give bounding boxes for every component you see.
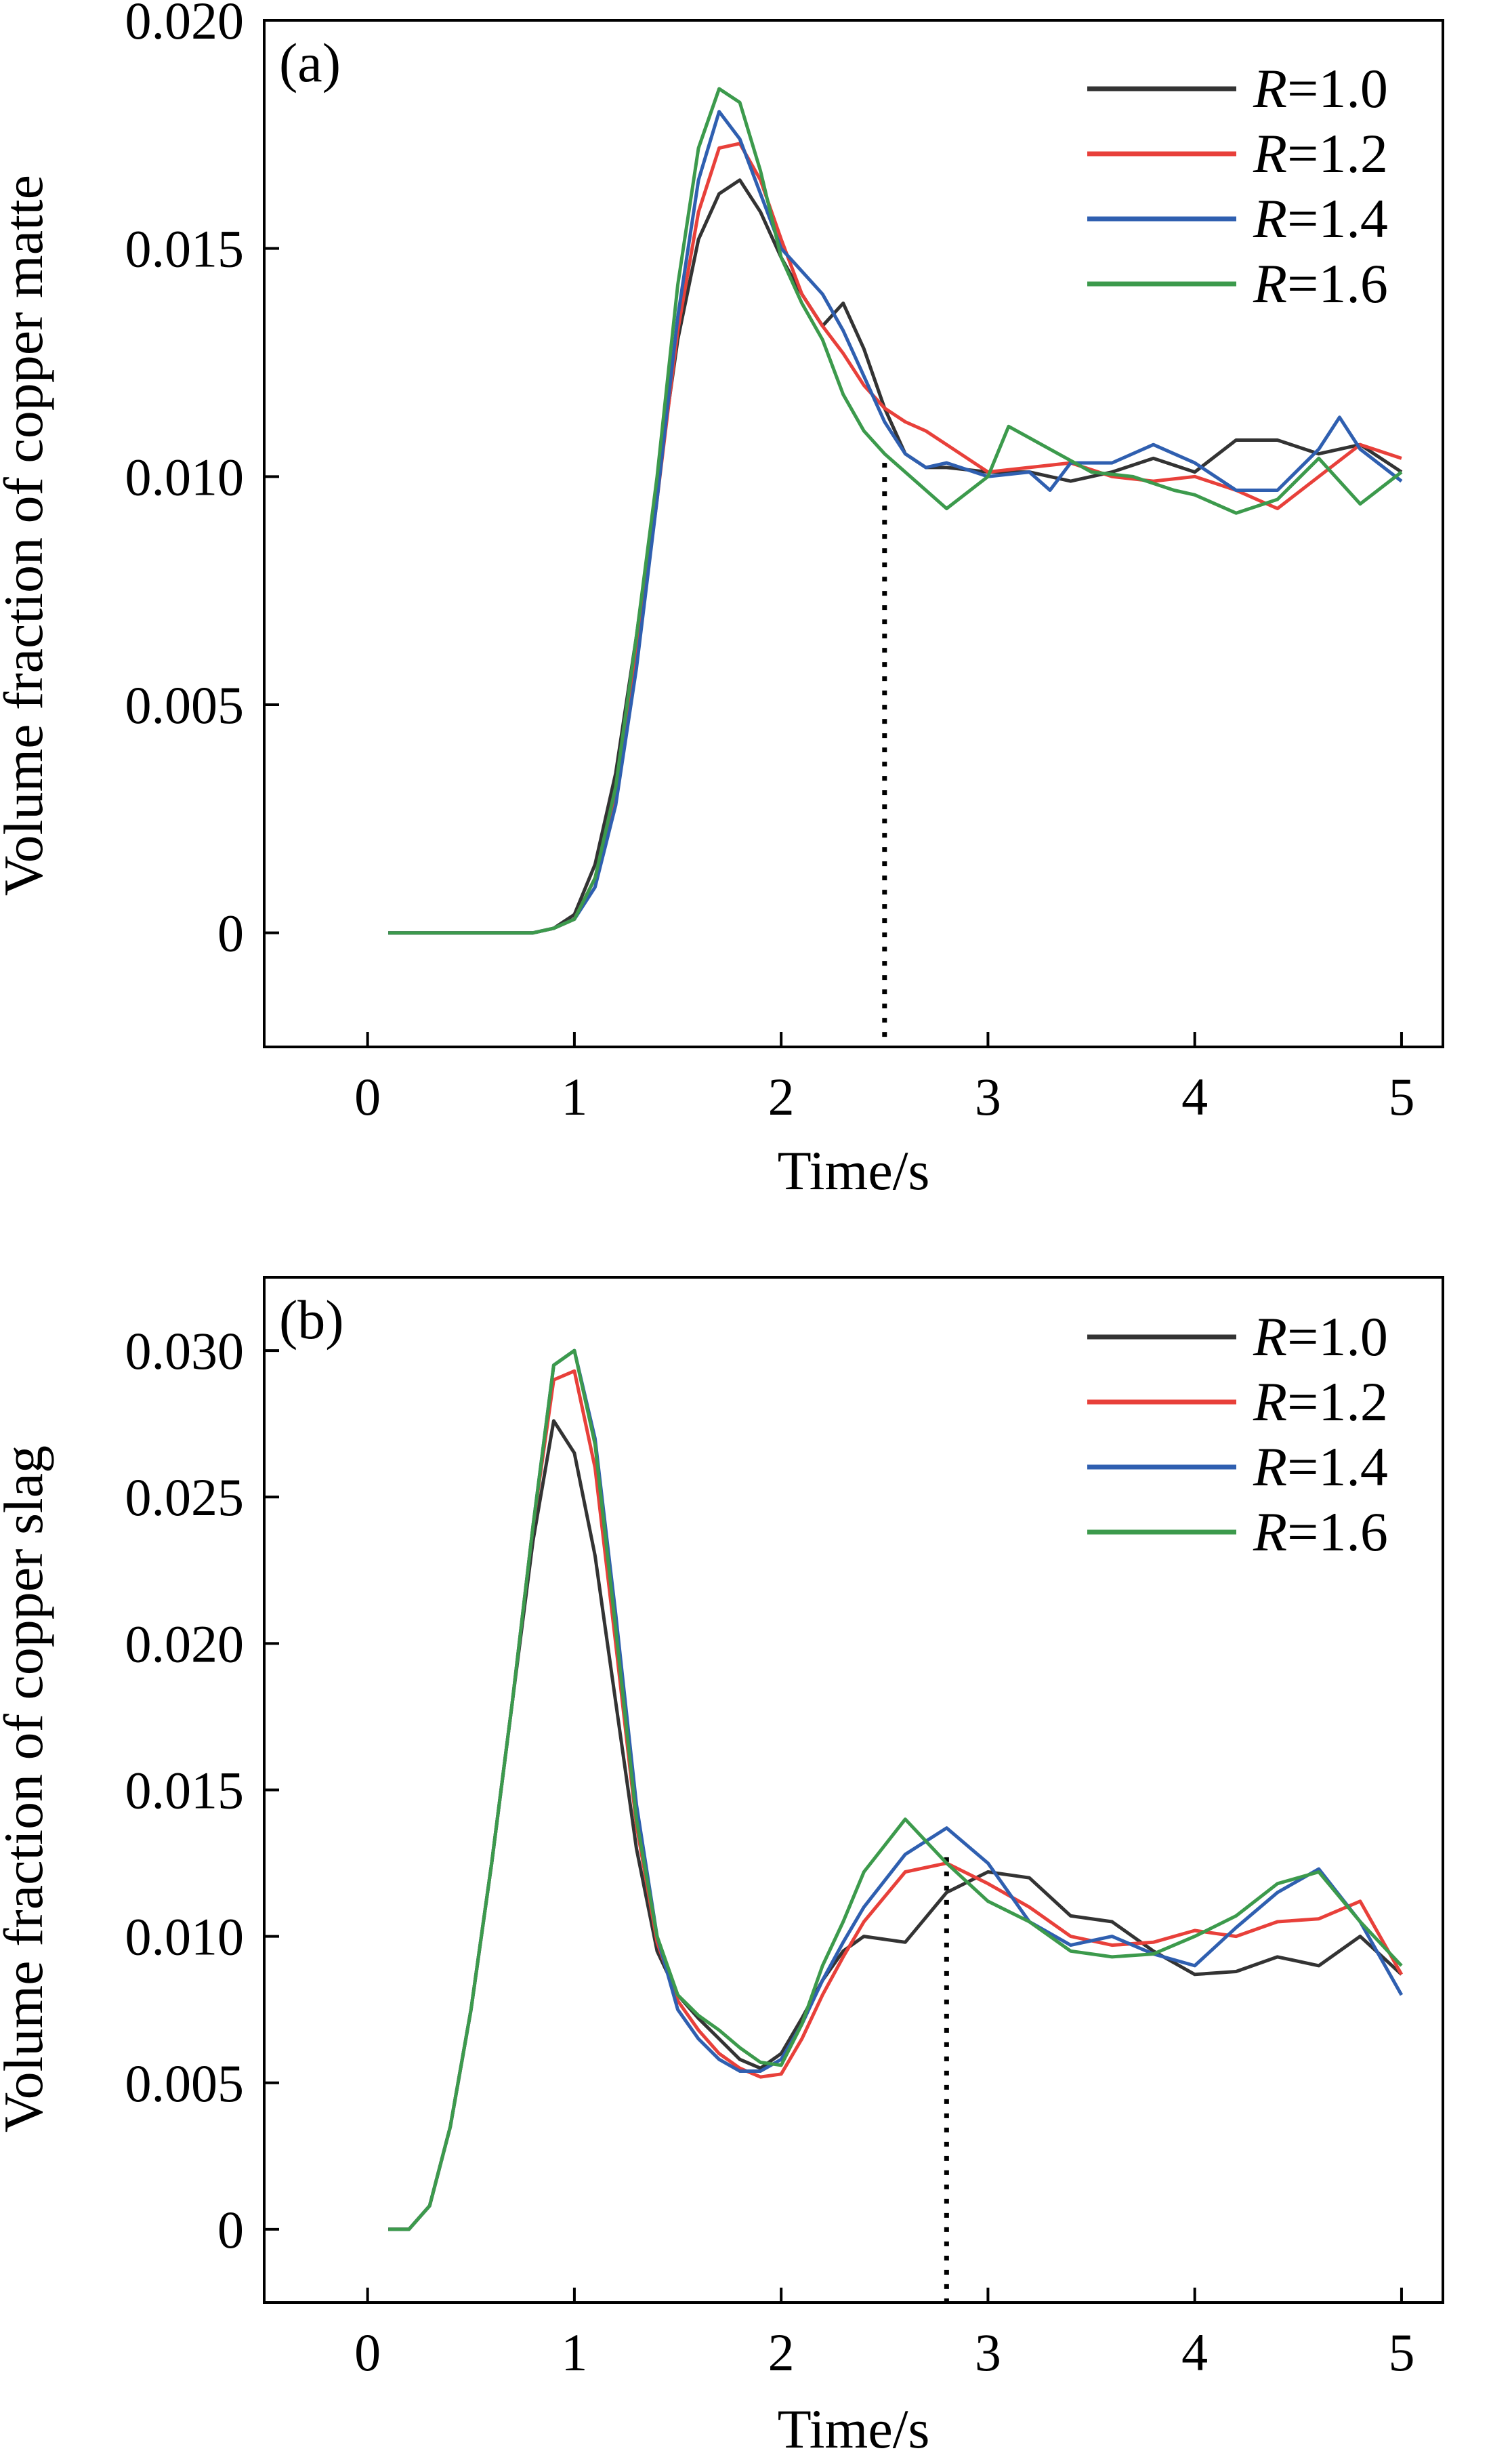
plot-frame bbox=[263, 19, 1444, 1048]
legend-value: =1.0 bbox=[1287, 58, 1388, 119]
legend-label: R=1.0 bbox=[1253, 1306, 1388, 1367]
y-axis-title: Volume fraction of copper matte bbox=[0, 175, 54, 896]
y-tick-label: 0 bbox=[217, 2200, 244, 2259]
x-tick-label: 5 bbox=[1388, 2323, 1414, 2382]
legend-label: R=1.2 bbox=[1253, 123, 1388, 184]
x-axis-title: Time/s bbox=[778, 2398, 930, 2455]
x-tick-label: 4 bbox=[1181, 1067, 1208, 1126]
x-tick-label: 5 bbox=[1388, 1067, 1414, 1126]
legend-variable: R bbox=[1253, 1371, 1287, 1432]
x-tick-label: 1 bbox=[561, 2323, 587, 2382]
y-tick-label: 0.020 bbox=[125, 0, 245, 50]
legend-variable: R bbox=[1253, 1501, 1287, 1563]
legend-value: =1.4 bbox=[1287, 188, 1388, 249]
y-tick-label: 0.005 bbox=[125, 676, 245, 735]
series-line-r1-6 bbox=[388, 87, 1403, 935]
legend-value: =1.2 bbox=[1287, 123, 1388, 184]
legend-variable: R bbox=[1253, 58, 1287, 119]
y-tick-label: 0.005 bbox=[125, 2054, 245, 2113]
legend-variable: R bbox=[1253, 123, 1287, 184]
x-tick-label: 2 bbox=[768, 2323, 795, 2382]
legend-value: =1.6 bbox=[1287, 1501, 1388, 1563]
x-tick-label: 0 bbox=[354, 2323, 381, 2382]
legend-variable: R bbox=[1253, 1306, 1287, 1367]
legend: R=1.0R=1.2R=1.4R=1.6 bbox=[1087, 1306, 1388, 1563]
x-axis-title: Time/s bbox=[778, 1140, 930, 1201]
x-tick-label: 0 bbox=[354, 1067, 381, 1126]
series-line-r1-6 bbox=[388, 1348, 1403, 2231]
series-line-r1-0 bbox=[388, 178, 1403, 935]
legend-variable: R bbox=[1253, 1436, 1287, 1498]
series-line-r1-0 bbox=[388, 1419, 1403, 2231]
y-axis-title: Volume fraction of copper slag bbox=[0, 1445, 54, 2132]
x-tick-label: 3 bbox=[975, 2323, 1001, 2382]
y-tick-label: 0.020 bbox=[125, 1614, 245, 1673]
x-tick-label: 3 bbox=[975, 1067, 1001, 1126]
legend-label: R=1.2 bbox=[1253, 1371, 1388, 1432]
legend-label: R=1.6 bbox=[1253, 1501, 1388, 1563]
legend: R=1.0R=1.2R=1.4R=1.6 bbox=[1087, 58, 1388, 314]
legend-value: =1.6 bbox=[1287, 253, 1388, 314]
panel-label: (b) bbox=[279, 1289, 344, 1350]
y-tick-label: 0.030 bbox=[125, 1321, 245, 1380]
chart-panel-b: 0 1 2 3 4 5 0 0.005 0.010 0.015 0.020 0.025 0.030 Tim… bbox=[0, 1276, 1444, 2455]
legend-variable: R bbox=[1253, 188, 1287, 249]
x-tick-label: 1 bbox=[561, 1067, 587, 1126]
series-line-r1-2 bbox=[388, 142, 1402, 935]
y-tick-label: 0.010 bbox=[125, 447, 245, 506]
panel-label: (a) bbox=[279, 32, 341, 94]
legend-variable: R bbox=[1253, 253, 1287, 314]
y-tick-label: 0.010 bbox=[125, 1907, 245, 1966]
series-line-r1-4 bbox=[388, 110, 1403, 935]
y-tick-label: 0.015 bbox=[125, 1761, 245, 1820]
x-tick-label: 2 bbox=[768, 1067, 795, 1126]
legend-value: =1.4 bbox=[1287, 1436, 1388, 1498]
x-tick-label: 4 bbox=[1181, 2323, 1208, 2382]
y-tick-label: 0.015 bbox=[125, 220, 245, 278]
legend-value: =1.0 bbox=[1287, 1306, 1388, 1367]
y-tick-label: 0 bbox=[217, 904, 244, 963]
legend-label: R=1.0 bbox=[1253, 58, 1388, 119]
chart-panel-a: 0 1 2 3 4 5 0 0.005 0.010 0.015 0.020 Time/s Volume … bbox=[0, 0, 1444, 1201]
legend-label: R=1.4 bbox=[1253, 188, 1388, 249]
legend-value: =1.2 bbox=[1287, 1371, 1388, 1432]
legend-label: R=1.4 bbox=[1253, 1436, 1388, 1498]
legend-label: R=1.6 bbox=[1253, 253, 1388, 314]
y-tick-label: 0.025 bbox=[125, 1468, 245, 1527]
